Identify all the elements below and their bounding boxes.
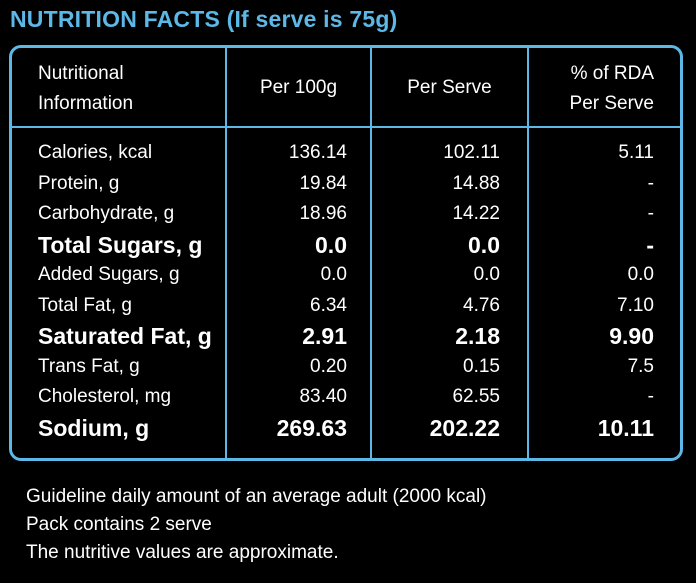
footnote: Guideline daily amount of an average adu…: [26, 486, 487, 507]
value-rda: 7.10: [617, 294, 654, 316]
table-row: Carbohydrate, g 18.96 14.22 -: [12, 199, 680, 229]
table-row: Calories, kcal 136.14 102.11 5.11: [12, 138, 680, 168]
value-per-serve: 14.88: [452, 172, 500, 194]
header-nutrient-line1: Nutritional: [38, 63, 124, 84]
nutrient-name: Protein, g: [38, 172, 120, 194]
nutrient-name: Cholesterol, mg: [38, 386, 172, 407]
value-rda: 9.90: [609, 323, 654, 349]
value-per-100g: 6.34: [310, 294, 347, 316]
value-per-serve: 14.22: [452, 203, 500, 224]
nutrient-name: Calories, kcal: [38, 142, 153, 163]
table-row: Total Fat, g 6.34 4.76 7.10: [12, 291, 680, 321]
value-per-serve: 202.22: [429, 414, 500, 441]
value-per-100g: 0.20: [310, 355, 347, 377]
page-title: NUTRITION FACTS (If serve is 75g): [10, 6, 398, 32]
nutrient-name: Total Fat, g: [38, 294, 132, 316]
value-per-100g: 83.40: [299, 386, 347, 407]
footnotes: Guideline daily amount of an average adu…: [26, 483, 487, 567]
nutrient-name: Total Sugars, g: [38, 231, 203, 258]
nutrient-name: Added Sugars, g: [38, 264, 180, 285]
header-nutrient-line2: Information: [38, 93, 134, 114]
footnote: Pack contains 2 serve: [26, 514, 212, 535]
value-per-serve: 102.11: [443, 142, 500, 163]
column-divider: [370, 48, 372, 458]
value-rda: -: [647, 203, 654, 224]
nutrient-name: Saturated Fat, g: [38, 323, 212, 349]
value-per-serve: 0.0: [473, 264, 500, 285]
value-rda: 10.11: [597, 414, 654, 441]
value-per-100g: 18.96: [299, 203, 347, 224]
value-per-serve: 0.15: [463, 355, 500, 377]
value-per-100g: 2.91: [302, 323, 347, 349]
header-divider: [12, 126, 680, 128]
table-row: Added Sugars, g 0.0 0.0 0.0: [12, 260, 680, 290]
value-rda: -: [646, 231, 654, 258]
table-row: Saturated Fat, g 2.91 2.18 9.90: [12, 321, 680, 351]
table-row: Sodium, g 269.63 202.22 10.11: [12, 413, 680, 443]
value-per-100g: 19.84: [299, 172, 347, 194]
value-rda: 7.5: [627, 355, 654, 377]
header-per-serve: Per Serve: [407, 77, 492, 98]
value-per-100g: 136.14: [288, 142, 347, 163]
value-rda: -: [647, 172, 654, 194]
value-rda: 5.11: [618, 142, 654, 163]
value-per-100g: 0.0: [320, 264, 347, 285]
header-per-100g: Per 100g: [259, 77, 338, 98]
table-row: Trans Fat, g 0.20 0.15 7.5: [12, 352, 680, 382]
value-per-serve: 62.55: [452, 386, 500, 407]
value-rda: -: [647, 386, 654, 407]
value-per-100g: 269.63: [276, 414, 347, 441]
value-per-serve: 4.76: [463, 294, 500, 316]
value-per-serve: 2.18: [455, 323, 500, 349]
table-row: Protein, g 19.84 14.88 -: [12, 169, 680, 199]
nutrient-name: Trans Fat, g: [38, 355, 140, 377]
column-divider: [527, 48, 529, 458]
nutrient-name: Carbohydrate, g: [38, 203, 175, 224]
table-row: Cholesterol, mg 83.40 62.55 -: [12, 382, 680, 412]
nutrition-table: Nutritional Information Per 100g Per Ser…: [9, 45, 683, 461]
header-rda-line2: Per Serve: [569, 93, 654, 114]
footnote: The nutritive values are approximate.: [26, 542, 339, 563]
nutrient-name: Sodium, g: [38, 414, 150, 441]
table-row: Total Sugars, g 0.0 0.0 -: [12, 230, 680, 260]
value-per-serve: 0.0: [468, 231, 500, 258]
column-divider: [225, 48, 227, 458]
header-nutrient: Nutritional Information: [38, 59, 133, 119]
header-rda-line1: % of RDA: [570, 63, 654, 84]
value-rda: 0.0: [627, 264, 654, 285]
header-rda: % of RDA Per Serve: [570, 59, 654, 119]
value-per-100g: 0.0: [315, 231, 347, 258]
